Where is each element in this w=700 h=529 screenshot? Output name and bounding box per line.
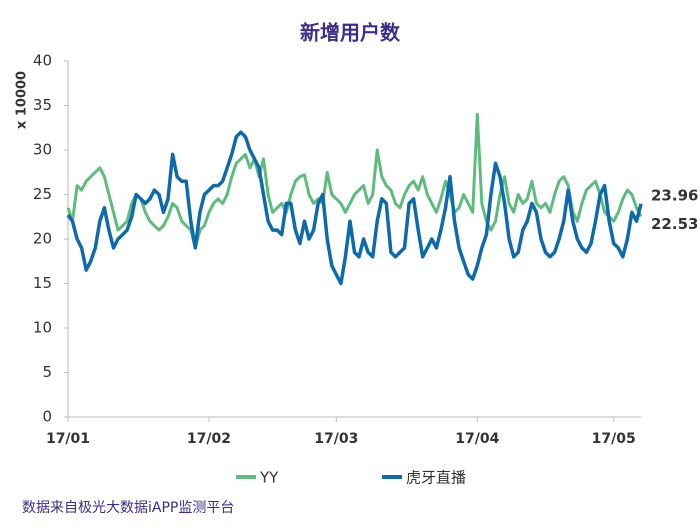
y-tick-label: 30 xyxy=(33,141,52,159)
y-tick-label: 15 xyxy=(33,274,52,292)
source-note: 数据来自极光大数据iAPP监测平台 xyxy=(22,500,234,516)
y-tick-label: 25 xyxy=(33,185,52,203)
x-tick-label: 17/01 xyxy=(46,431,90,447)
x-tick-label: 17/04 xyxy=(455,431,499,447)
y-tick-label: 20 xyxy=(33,230,52,248)
y-tick-label: 35 xyxy=(33,96,52,114)
y-tick-label: 10 xyxy=(33,319,52,337)
end-value-label: 23.96 xyxy=(651,186,698,204)
x-tick-label: 17/05 xyxy=(592,431,636,447)
series-line xyxy=(66,130,643,286)
x-tick-label: 17/02 xyxy=(187,431,231,447)
legend-label: 虎牙直播 xyxy=(406,469,466,487)
y-tick-label: 5 xyxy=(42,363,52,381)
y-tick-label: 0 xyxy=(42,408,52,426)
y-tick-label: 40 xyxy=(33,52,52,70)
x-tick-label: 17/03 xyxy=(314,431,358,447)
legend-label: YY xyxy=(259,469,279,487)
y-axis-label: x 10000 xyxy=(15,71,30,129)
end-value-label: 22.53 xyxy=(651,215,698,233)
chart-title: 新增用户数 xyxy=(300,21,401,45)
series-line xyxy=(66,112,643,250)
